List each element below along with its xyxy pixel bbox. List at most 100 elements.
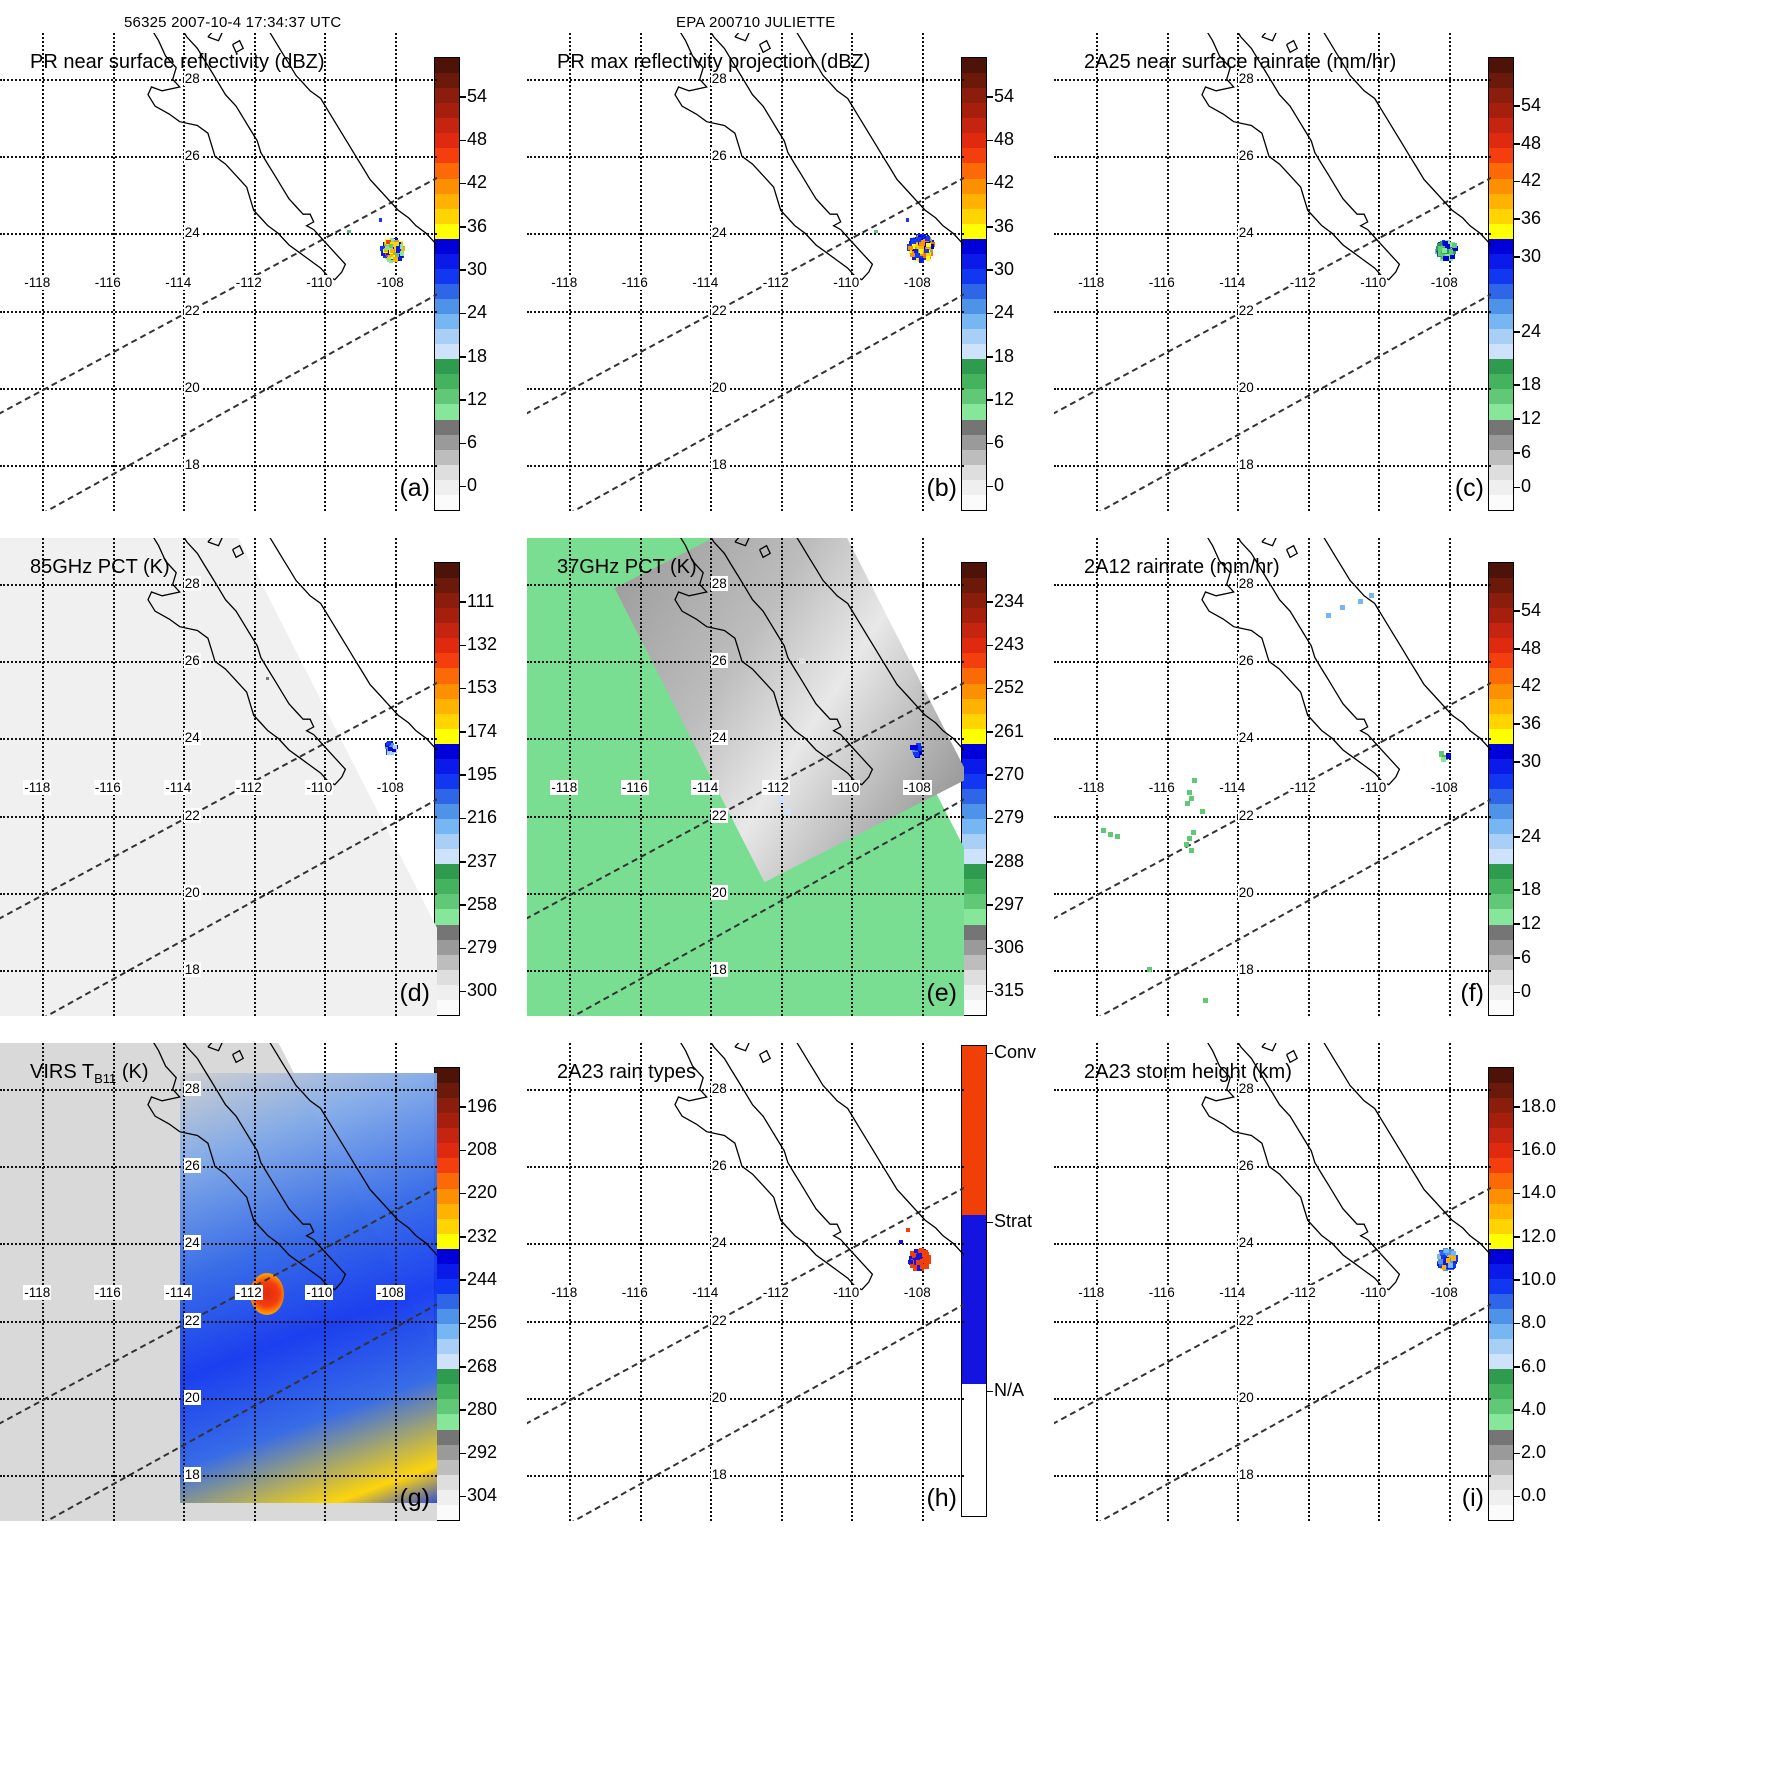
- lat-tick-label: 22: [183, 302, 201, 318]
- data-pixel: [1438, 1259, 1443, 1264]
- data-pixel: [1451, 1263, 1457, 1269]
- data-pixel: [1443, 1260, 1449, 1266]
- data-pixel: [389, 248, 395, 254]
- colorbar-tick-label: 18: [1513, 373, 1542, 394]
- gridline-lon: [394, 1043, 397, 1521]
- colorbar-ticklabels-i: 18.0 16.0 14.0 12.0 10.0 8.0 6.0 4.0 2.0 0.0: [1513, 1067, 1591, 1519]
- lon-tick-label: -118: [550, 1284, 579, 1300]
- lon-tick-label: -110: [1359, 274, 1388, 290]
- lat-tick-label: 18: [1237, 456, 1255, 472]
- lat-tick-label: 20: [1237, 884, 1255, 900]
- colorbar-ticklabels-d: 111 132 153 174 195 216 237 258 279 300: [459, 562, 537, 1014]
- colorbar-tick-label: 36: [459, 215, 488, 236]
- data-overlay-f: [1054, 538, 1491, 1016]
- gridline-lat: [527, 1320, 964, 1323]
- data-pixel: [1326, 612, 1332, 618]
- data-overlay-b: [527, 33, 964, 511]
- colorbar-f: [1488, 562, 1514, 1016]
- panel-e: -118 -116 -114 -112 -110 -108 28 26 24 22 20 18 37GH…: [527, 530, 1024, 1022]
- data-pixel: [392, 744, 397, 749]
- colorbar-category-label: Conv: [986, 1042, 1037, 1063]
- colorbar-i: [1488, 1067, 1514, 1521]
- data-pixel: [380, 246, 385, 251]
- map-i[interactable]: -118 -116 -114 -112 -110 -108 28 26 24 22 20 18: [1054, 1043, 1491, 1521]
- data-pixel: [395, 253, 400, 258]
- gridline-lat: [0, 310, 437, 313]
- data-pixel: [905, 218, 910, 222]
- lon-tick-label: -114: [164, 274, 193, 290]
- data-pixel: [1187, 836, 1193, 842]
- colorbar-tick-label: 153: [459, 677, 498, 698]
- lat-tick-label: 24: [710, 730, 728, 746]
- lat-tick-label: 26: [1237, 1158, 1255, 1174]
- data-pixel: [393, 257, 398, 262]
- colorbar-tick-label: 258: [459, 893, 498, 914]
- colorbar-tick-label: 48: [1513, 637, 1542, 658]
- colorbar-tick-label: 24: [459, 302, 488, 323]
- data-pixel: [1445, 253, 1451, 259]
- data-pixel: [911, 255, 917, 261]
- gridline-lat: [527, 1474, 964, 1477]
- lat-tick-label: 22: [183, 807, 201, 823]
- map-d[interactable]: -118 -116 -114 -112 -110 -108 28 26 24 22 20 18: [0, 538, 437, 1016]
- data-pixel: [1100, 828, 1106, 834]
- map-c[interactable]: -118 -116 -114 -112 -110 -108 28 26 24 22 20 18: [1054, 33, 1491, 511]
- lon-tick-label: -116: [620, 779, 649, 795]
- data-overlay-i: [1054, 1043, 1491, 1521]
- panel-title-tail: (K): [116, 1061, 149, 1083]
- colorbar-ticklabels-h: Conv Strat N/A: [986, 1042, 1064, 1515]
- data-pixel: [1358, 599, 1364, 605]
- lat-tick-label: 18: [183, 1466, 201, 1482]
- map-b[interactable]: -118 -116 -114 -112 -110 -108 28 26 24 22 20 18: [527, 33, 964, 511]
- data-pixel: [919, 1248, 925, 1254]
- lat-tick-label: 18: [710, 456, 728, 472]
- lat-tick-label: 24: [1237, 730, 1255, 746]
- gridline-lon: [112, 1043, 115, 1521]
- lon-tick-label: -112: [1288, 1284, 1317, 1300]
- lon-tick-label: -116: [93, 779, 122, 795]
- map-f[interactable]: -118 -116 -114 -112 -110 -108 28 26 24 22 20 18: [1054, 538, 1491, 1016]
- gridline-lon: [639, 33, 642, 511]
- lat-tick-label: 24: [710, 1235, 728, 1251]
- lat-tick-label: 22: [1237, 302, 1255, 318]
- gridline-lat: [1054, 892, 1491, 895]
- lat-tick-label: 28: [710, 1081, 728, 1097]
- lon-tick-label: -108: [1429, 274, 1459, 290]
- gridline-lon: [569, 1043, 572, 1521]
- gridline-lat: [0, 892, 437, 895]
- lon-tick-label: -108: [375, 274, 405, 290]
- colorbar-h: [961, 1045, 987, 1517]
- data-pixel: [395, 244, 401, 249]
- map-a[interactable]: -118 -116 -114 -112 -110 -108 28 26 24 22 20 18: [0, 33, 437, 511]
- lon-tick-label: -108: [375, 1284, 405, 1300]
- lon-tick-label: -108: [902, 274, 932, 290]
- colorbar-tick-label: 6: [459, 432, 478, 453]
- colorbar-ticklabels-f: 54 48 42 36 30 24 18 12 6 0: [1513, 562, 1591, 1014]
- map-e[interactable]: -118 -116 -114 -112 -110 -108 28 26 24 22 20 18: [527, 538, 964, 1016]
- data-pixel: [921, 234, 926, 240]
- panel-h: -118 -116 -114 -112 -110 -108 28 26 24 22 20 18 2A23…: [527, 1035, 1036, 1527]
- colorbar-tick-label: 12.0: [1513, 1225, 1557, 1246]
- colorbar-tick-label: 48: [986, 129, 1015, 150]
- lon-tick-label: -114: [691, 1284, 720, 1300]
- colorbar-a: [434, 57, 460, 511]
- data-pixel: [388, 252, 393, 258]
- map-g[interactable]: -118 -116 -114 -112 -110 -108 28 26 24 22 20 18: [0, 1043, 437, 1521]
- colorbar-tick-label: 174: [459, 720, 498, 741]
- colorbar-tick-label: 54: [1513, 599, 1542, 620]
- data-pixel: [911, 744, 917, 750]
- gridline-lat: [1054, 310, 1491, 313]
- colorbar-tick-label: 12: [1513, 407, 1542, 428]
- panel-title-d: 85GHz PCT (K): [30, 556, 170, 578]
- colorbar-tick-label: 18: [1513, 878, 1542, 899]
- map-h[interactable]: -118 -116 -114 -112 -110 -108 28 26 24 22 20 18: [527, 1043, 964, 1521]
- data-pixel: [1449, 253, 1455, 259]
- lat-tick-label: 26: [183, 1158, 201, 1174]
- data-pixel: [915, 245, 921, 251]
- data-pixel: [917, 749, 923, 755]
- gridline-lon: [42, 33, 45, 511]
- colorbar-tick-label: 268: [459, 1355, 498, 1376]
- data-pixel: [923, 248, 929, 254]
- panel-a: -118 -116 -114 -112 -110 -108 28 26 24 22 20 18 PR n…: [0, 25, 492, 517]
- gridline-lat: [527, 892, 964, 895]
